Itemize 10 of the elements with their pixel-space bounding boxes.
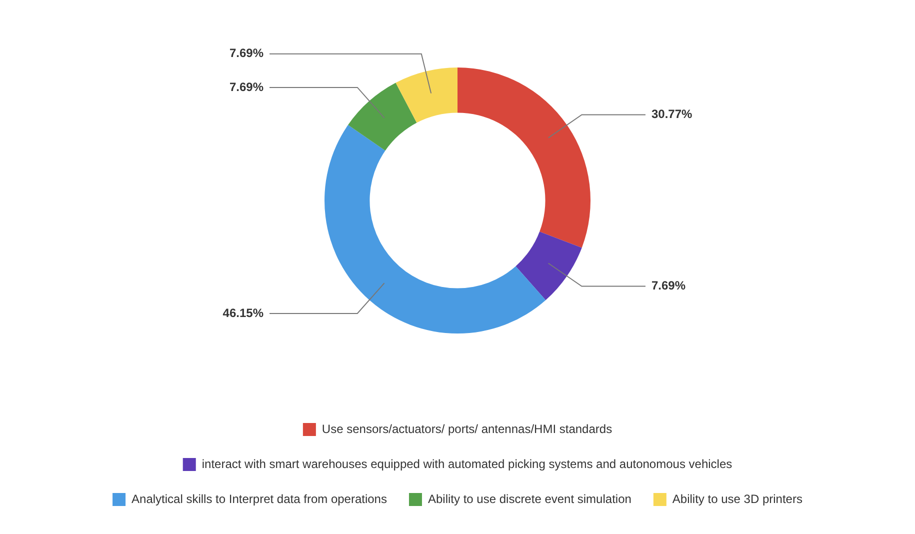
data-label: 7.69%: [229, 80, 264, 94]
data-label: 30.77%: [652, 107, 693, 122]
data-label: 46.15%: [222, 306, 264, 320]
legend-label: Ability to use 3D printers: [672, 492, 802, 506]
legend-label: Use sensors/actuators/ ports/ antennas/HMI standards: [322, 422, 612, 436]
legend-label: Ability to use discrete event simulation: [428, 492, 632, 506]
legend-label: interact with smart warehouses equipped with automated picking systems and autonomous vehicles: [202, 456, 732, 471]
legend-label: Analytical skills to Interpret data from operations: [132, 492, 387, 506]
data-label: 7.69%: [229, 46, 264, 60]
data-label: 7.69%: [652, 278, 686, 293]
